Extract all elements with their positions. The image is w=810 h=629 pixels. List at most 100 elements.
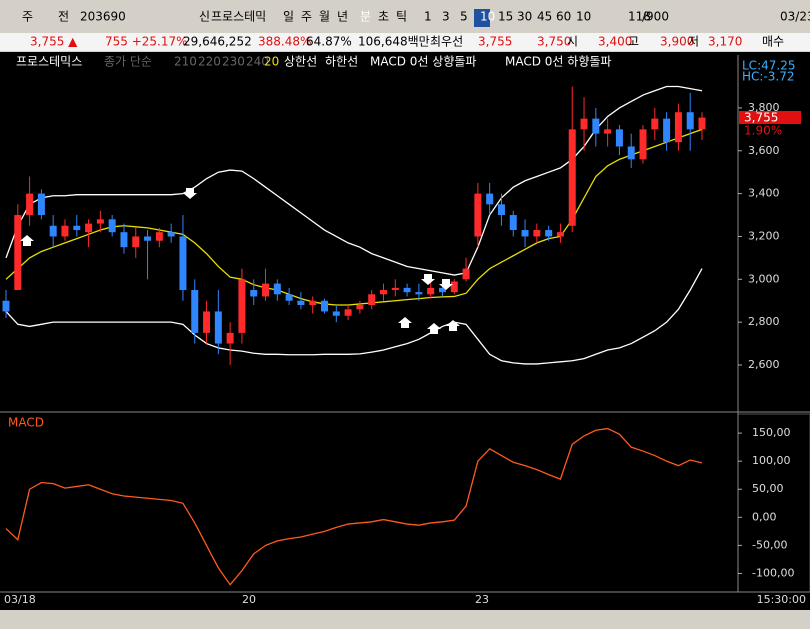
toolbar-item[interactable]: 45 [537, 10, 552, 24]
toolbar-item[interactable]: 틱 [396, 10, 407, 24]
signal-arrow [421, 274, 435, 285]
quote-item: 매수 [762, 35, 784, 49]
axis-border [737, 413, 810, 593]
quote-item: 저 [688, 35, 699, 49]
legend-item: 210 [174, 55, 197, 69]
toolbar-item[interactable]: 15 [498, 10, 513, 24]
x-tick-label: 23 [475, 593, 489, 606]
candle-body [144, 236, 152, 241]
candle-body [568, 129, 576, 226]
quote-item: 최우선 [430, 35, 463, 49]
candle-body [368, 294, 376, 306]
candle-body [285, 294, 293, 301]
signal-arrow [427, 323, 441, 334]
toolbar-item[interactable]: 프로스테믹 [211, 10, 266, 24]
candle-body [344, 309, 352, 316]
hc-label: HC:-3.72 [742, 70, 795, 84]
candle-body [509, 215, 517, 231]
candle-body [698, 117, 706, 130]
toolbar-item[interactable]: 주 [22, 10, 33, 24]
toolbar-item[interactable]: 10 [576, 10, 591, 24]
candle-body [297, 300, 305, 306]
toolbar-item[interactable]: 전 [58, 10, 69, 24]
toolbar-item[interactable]: 주 [301, 10, 312, 24]
candle-body [556, 232, 564, 237]
macd-title: MACD [8, 416, 44, 430]
toolbar-item[interactable]: 30 [517, 10, 532, 24]
legend-item: 프로스테믹스 [16, 55, 82, 69]
candle-body [61, 225, 69, 237]
candle-body [132, 236, 140, 248]
toolbar-item[interactable]: 10 [480, 10, 495, 24]
legend-item: 230 [222, 55, 245, 69]
candle-body [651, 118, 659, 130]
candle-body [379, 290, 387, 295]
signal-arrow [446, 320, 460, 331]
toolbar-item[interactable]: 분 [360, 10, 371, 24]
y-tick-label: 50,00 [752, 482, 784, 495]
ma20-line [5, 128, 703, 306]
candle-body [49, 225, 57, 237]
candle-body [627, 146, 635, 160]
band-lower [5, 268, 703, 365]
legend-item: MACD 0선 하향돌파 [505, 55, 611, 69]
y-tick-label: 3,800 [748, 101, 780, 114]
signal-arrow [398, 317, 412, 328]
candle-body [309, 300, 317, 306]
y-tick-label: 100,00 [752, 454, 791, 467]
legend-item: 220 [198, 55, 221, 69]
y-tick-label: 150,00 [752, 426, 791, 439]
quote-item: 3,400 [598, 35, 632, 49]
quote-item: 106,648백만 [358, 35, 430, 49]
candle-body [580, 118, 588, 130]
y-tick-label: -50,00 [752, 538, 787, 551]
candle-body [37, 193, 45, 216]
candle-body [26, 193, 34, 216]
toolbar-item[interactable]: 5 [460, 10, 468, 24]
candle-body [214, 311, 222, 344]
candle-body [403, 287, 411, 293]
y-tick-label: -100,00 [752, 566, 794, 579]
candle-body [203, 311, 211, 333]
quote-bg [0, 33, 810, 51]
y-tick-label: 2,800 [748, 315, 780, 328]
toolbar-item[interactable]: 03/23 [780, 10, 810, 24]
quote-item: 3,900 [660, 35, 694, 49]
candle-body [273, 283, 281, 295]
lc-label: LC:47.25 [742, 59, 795, 73]
quote-item: 29,646,252 [183, 35, 252, 49]
candle-body [85, 223, 93, 233]
candle-body [120, 232, 128, 248]
candle-body [167, 232, 175, 237]
toolbar-item[interactable]: 118 [628, 10, 651, 24]
candle-body [604, 129, 612, 134]
x-tick-label: 20 [242, 593, 256, 606]
quote-item: 시 [567, 35, 578, 49]
y-tick-label: 3,400 [748, 187, 780, 200]
candle-body [486, 193, 494, 205]
quote-item: 고 [628, 35, 639, 49]
legend-item: 240 [246, 55, 269, 69]
signal-arrow [439, 279, 453, 290]
legend-item: 종가 단순 [104, 55, 152, 69]
quote-item: 755 +25.17% [105, 35, 188, 49]
candle-body [321, 300, 329, 312]
toolbar-item[interactable]: 신 [199, 10, 210, 24]
candle-body [497, 204, 505, 216]
toolbar-item[interactable]: 초 [378, 10, 389, 24]
candle-body [108, 219, 116, 233]
toolbar-item[interactable]: 일 [283, 10, 294, 24]
candle-body [2, 300, 10, 312]
toolbar-item[interactable]: 1 [424, 10, 432, 24]
toolbar-item[interactable]: /900 [642, 10, 669, 24]
toolbar-item[interactable]: 60 [556, 10, 571, 24]
toolbar-item[interactable]: 월 [319, 10, 330, 24]
toolbar-item[interactable]: 203690 [80, 10, 126, 24]
candle-body [639, 129, 647, 160]
toolbar-item[interactable]: 3 [442, 10, 450, 24]
signal-arrow [20, 235, 34, 246]
candle-body [226, 332, 234, 344]
toolbar-item[interactable]: 년 [337, 10, 348, 24]
candle-body [238, 279, 246, 333]
quote-item: 3,170 [708, 35, 742, 49]
